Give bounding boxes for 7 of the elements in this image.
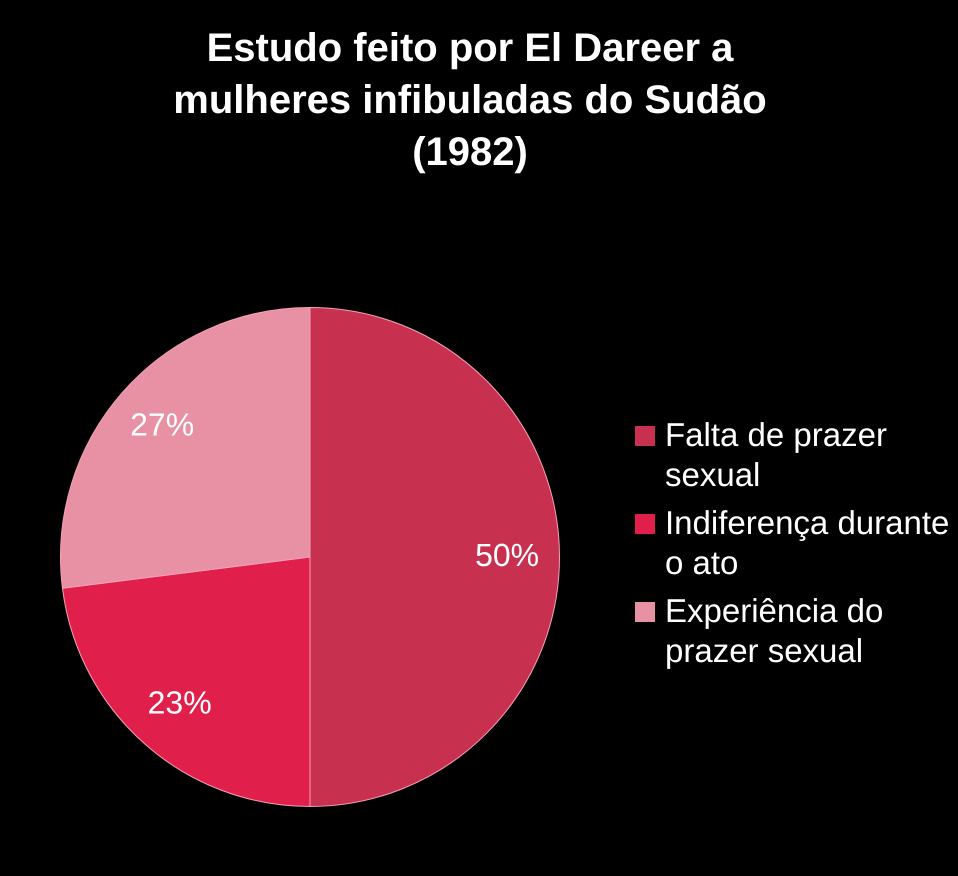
data-label: 27% bbox=[130, 406, 194, 442]
data-label: 23% bbox=[148, 684, 212, 721]
data-label: 50% bbox=[475, 536, 540, 573]
legend-label: Experiência do prazer sexual bbox=[665, 591, 884, 671]
legend-label: Indiferença durante o ato bbox=[665, 503, 950, 583]
legend-label: Falta de prazer sexual bbox=[665, 415, 888, 495]
chart-title: Estudo feito por El Dareer a mulheres infibuladas do Sudão (1982) bbox=[172, 25, 768, 176]
